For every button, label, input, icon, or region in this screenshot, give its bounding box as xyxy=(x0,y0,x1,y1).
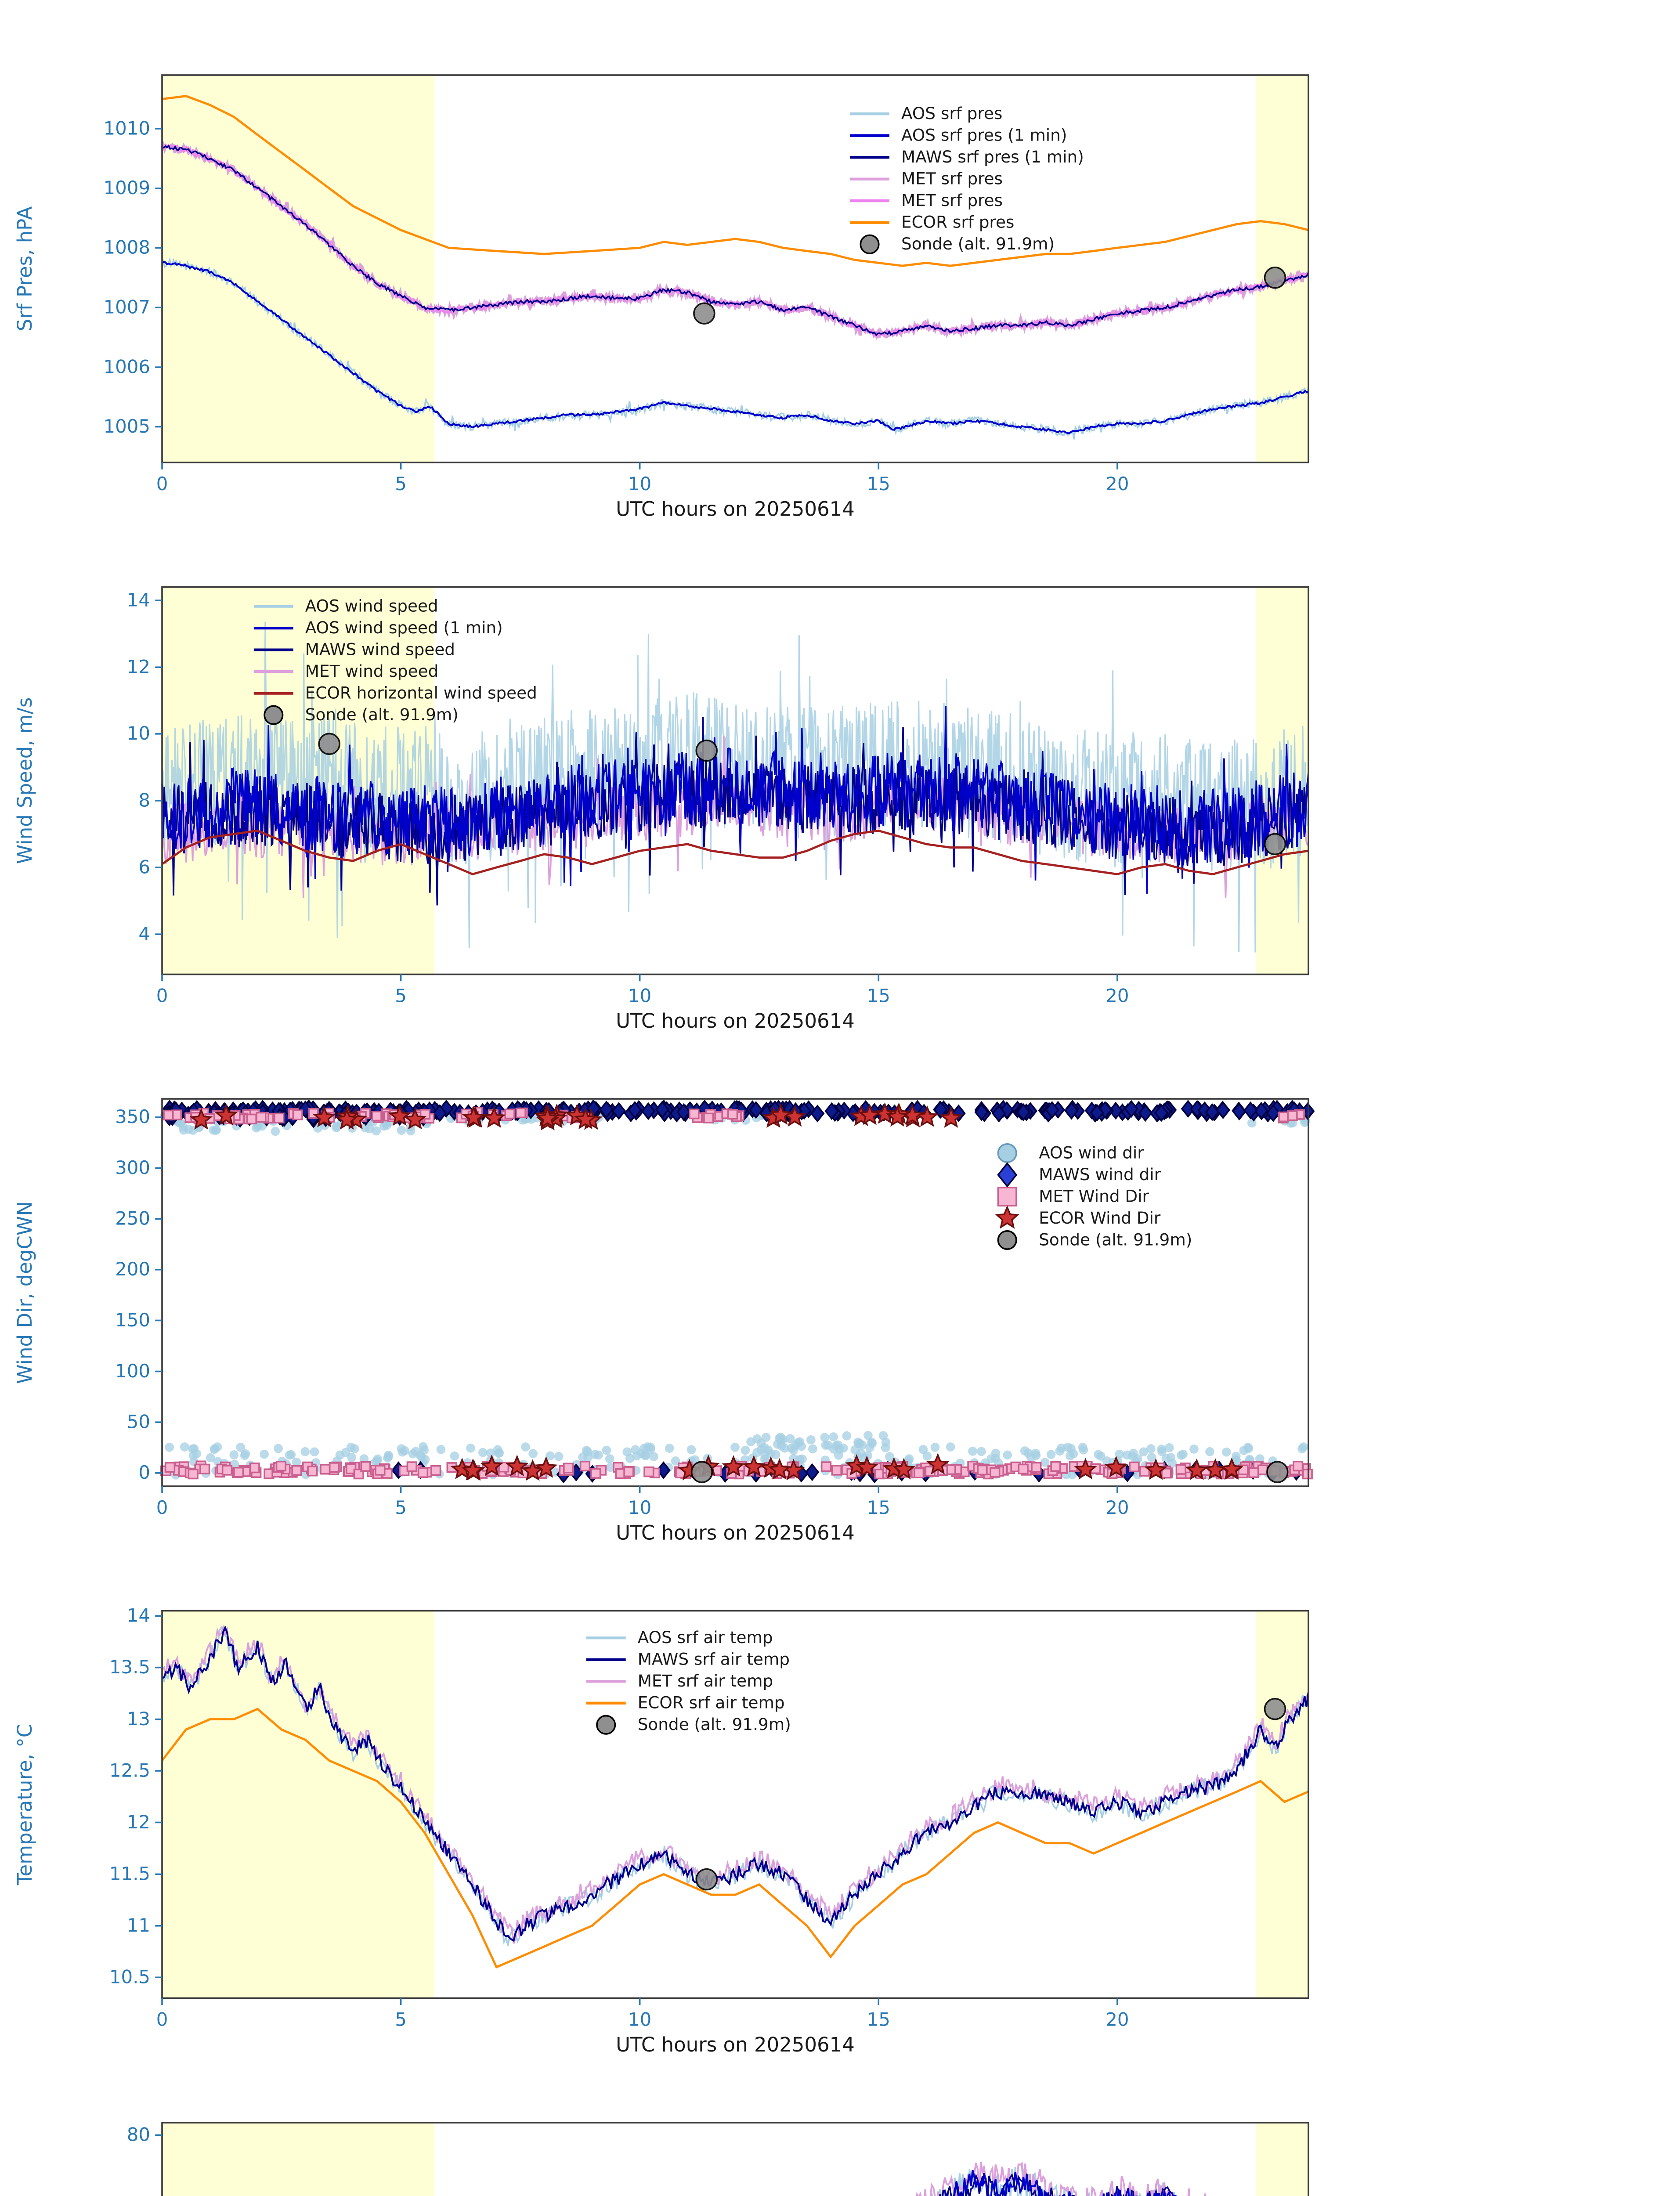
svg-text:10: 10 xyxy=(628,2009,651,2030)
svg-text:12: 12 xyxy=(127,1811,150,1833)
svg-text:AOS wind dir: AOS wind dir xyxy=(1039,1143,1144,1162)
svg-text:Sonde (alt. 91.9m): Sonde (alt. 91.9m) xyxy=(1039,1230,1192,1249)
svg-text:5: 5 xyxy=(395,985,407,1007)
svg-text:15: 15 xyxy=(867,1497,890,1518)
svg-text:4: 4 xyxy=(138,923,150,945)
svg-text:20: 20 xyxy=(1106,1497,1129,1518)
svg-text:1007: 1007 xyxy=(104,296,151,318)
svg-text:ECOR horizontal wind speed: ECOR horizontal wind speed xyxy=(305,683,537,703)
svg-text:150: 150 xyxy=(115,1309,150,1331)
svg-text:0: 0 xyxy=(156,1497,168,1518)
svg-text:0: 0 xyxy=(138,1462,150,1483)
svg-text:Srf Pres, hPA: Srf Pres, hPA xyxy=(13,206,36,332)
svg-text:300: 300 xyxy=(115,1157,150,1178)
svg-text:50: 50 xyxy=(127,1411,150,1433)
svg-text:12.5: 12.5 xyxy=(109,1759,150,1781)
svg-text:UTC hours on 20250614: UTC hours on 20250614 xyxy=(616,2033,855,2056)
svg-text:AOS srf pres (1 min): AOS srf pres (1 min) xyxy=(901,126,1067,145)
svg-text:250: 250 xyxy=(115,1208,150,1229)
svg-text:MET Wind Dir: MET Wind Dir xyxy=(1039,1186,1149,1206)
svg-text:MAWS wind dir: MAWS wind dir xyxy=(1039,1165,1161,1184)
svg-text:5: 5 xyxy=(395,2009,407,2030)
svg-text:Sonde (alt. 91.9m): Sonde (alt. 91.9m) xyxy=(638,1715,791,1734)
svg-text:Temperature, °C: Temperature, °C xyxy=(13,1724,36,1886)
svg-text:0: 0 xyxy=(156,473,168,495)
svg-text:13.5: 13.5 xyxy=(109,1656,150,1678)
svg-text:UTC hours on 20250614: UTC hours on 20250614 xyxy=(616,498,855,521)
svg-text:Sonde (alt. 91.9m): Sonde (alt. 91.9m) xyxy=(901,234,1055,253)
wind-speed-plot: 4 6 8 10 12 14 0 5 10 15 20 UTC hours on 20250614 Wi… xyxy=(13,586,1309,1033)
svg-text:UTC hours on 20250614: UTC hours on 20250614 xyxy=(616,1521,855,1545)
svg-text:MET wind speed: MET wind speed xyxy=(305,661,438,681)
svg-text:20: 20 xyxy=(1106,985,1129,1007)
svg-text:0: 0 xyxy=(156,2009,168,2030)
svg-text:ECOR srf pres: ECOR srf pres xyxy=(901,213,1014,232)
svg-text:MAWS srf air temp: MAWS srf air temp xyxy=(638,1650,790,1669)
svg-text:ECOR Wind Dir: ECOR Wind Dir xyxy=(1039,1208,1161,1228)
svg-text:0: 0 xyxy=(156,985,168,1007)
svg-text:10.5: 10.5 xyxy=(109,1966,150,1988)
svg-text:Sonde (alt. 91.9m): Sonde (alt. 91.9m) xyxy=(305,705,459,724)
svg-text:20: 20 xyxy=(1106,2009,1129,2030)
relative-humidity-plot: 606570758005101520UTC hours on 20250614R… xyxy=(127,2122,1309,2196)
surface-pressure-plot: 1005 1006 1007 1008 1009 1010 0 5 10 15 20 UTC hour… xyxy=(13,74,1309,521)
svg-text:80: 80 xyxy=(127,2124,150,2145)
svg-text:Wind Speed, m/s: Wind Speed, m/s xyxy=(13,697,36,864)
svg-text:15: 15 xyxy=(867,2009,890,2030)
svg-text:MET srf pres: MET srf pres xyxy=(901,191,1003,210)
svg-text:10: 10 xyxy=(628,473,651,495)
svg-text:UTC hours on 20250614: UTC hours on 20250614 xyxy=(616,1009,855,1033)
svg-text:1006: 1006 xyxy=(104,356,151,377)
svg-text:AOS srf air temp: AOS srf air temp xyxy=(638,1628,773,1647)
svg-text:100: 100 xyxy=(115,1360,150,1382)
svg-text:20: 20 xyxy=(1106,473,1129,495)
svg-text:11: 11 xyxy=(127,1914,150,1936)
svg-text:6: 6 xyxy=(138,856,150,878)
wind-direction-chart: 0 50 100 150 200 250 300 350 0 5 10 15 20 UTC hours o… xyxy=(0,1071,1680,1583)
svg-text:10: 10 xyxy=(628,1497,651,1518)
svg-text:AOS srf pres: AOS srf pres xyxy=(901,104,1002,123)
relative-humidity-chart: 606570758005101520UTC hours on 20250614R… xyxy=(0,2095,1680,2196)
svg-text:8: 8 xyxy=(138,789,150,811)
svg-text:12: 12 xyxy=(127,656,150,678)
svg-text:10: 10 xyxy=(628,985,651,1007)
svg-text:10: 10 xyxy=(127,722,150,744)
svg-text:MAWS wind speed: MAWS wind speed xyxy=(305,640,455,659)
temperature-chart: 10.5 11 11.5 12 12.5 13 13.5 14 0 5 10 15 20 UTC hour… xyxy=(0,1583,1680,2095)
svg-text:5: 5 xyxy=(395,1497,407,1518)
svg-text:Wind Dir, degCWN: Wind Dir, degCWN xyxy=(13,1201,36,1384)
wind-speed-chart: 4 6 8 10 12 14 0 5 10 15 20 UTC hours on 20250614 Wi… xyxy=(0,560,1680,1072)
svg-text:15: 15 xyxy=(867,985,890,1007)
svg-text:AOS wind speed (1 min): AOS wind speed (1 min) xyxy=(305,618,503,637)
svg-text:200: 200 xyxy=(115,1258,150,1280)
svg-text:MET srf air temp: MET srf air temp xyxy=(638,1671,773,1690)
temperature-plot: 10.5 11 11.5 12 12.5 13 13.5 14 0 5 10 15 20 UTC hour… xyxy=(13,1605,1310,2056)
svg-text:14: 14 xyxy=(127,1605,150,1626)
svg-text:MET srf pres: MET srf pres xyxy=(901,169,1003,188)
svg-text:15: 15 xyxy=(867,473,890,495)
svg-text:1009: 1009 xyxy=(104,177,151,199)
svg-text:350: 350 xyxy=(115,1106,150,1127)
svg-text:5: 5 xyxy=(395,473,407,495)
surface-pressure-chart: 1005 1006 1007 1008 1009 1010 0 5 10 15 20 UTC hour… xyxy=(0,47,1680,560)
svg-text:13: 13 xyxy=(127,1708,150,1730)
wind-direction-plot: 0 50 100 150 200 250 300 350 0 5 10 15 20 UTC hours o… xyxy=(13,1098,1315,1545)
svg-text:1008: 1008 xyxy=(104,237,151,258)
svg-text:AOS wind speed: AOS wind speed xyxy=(305,596,438,616)
svg-text:1010: 1010 xyxy=(104,117,151,139)
svg-text:11.5: 11.5 xyxy=(109,1863,150,1885)
svg-text:14: 14 xyxy=(127,589,150,610)
svg-text:ECOR srf air temp: ECOR srf air temp xyxy=(638,1693,785,1712)
svg-text:1005: 1005 xyxy=(104,415,151,437)
svg-text:MAWS srf pres (1 min): MAWS srf pres (1 min) xyxy=(901,147,1084,166)
